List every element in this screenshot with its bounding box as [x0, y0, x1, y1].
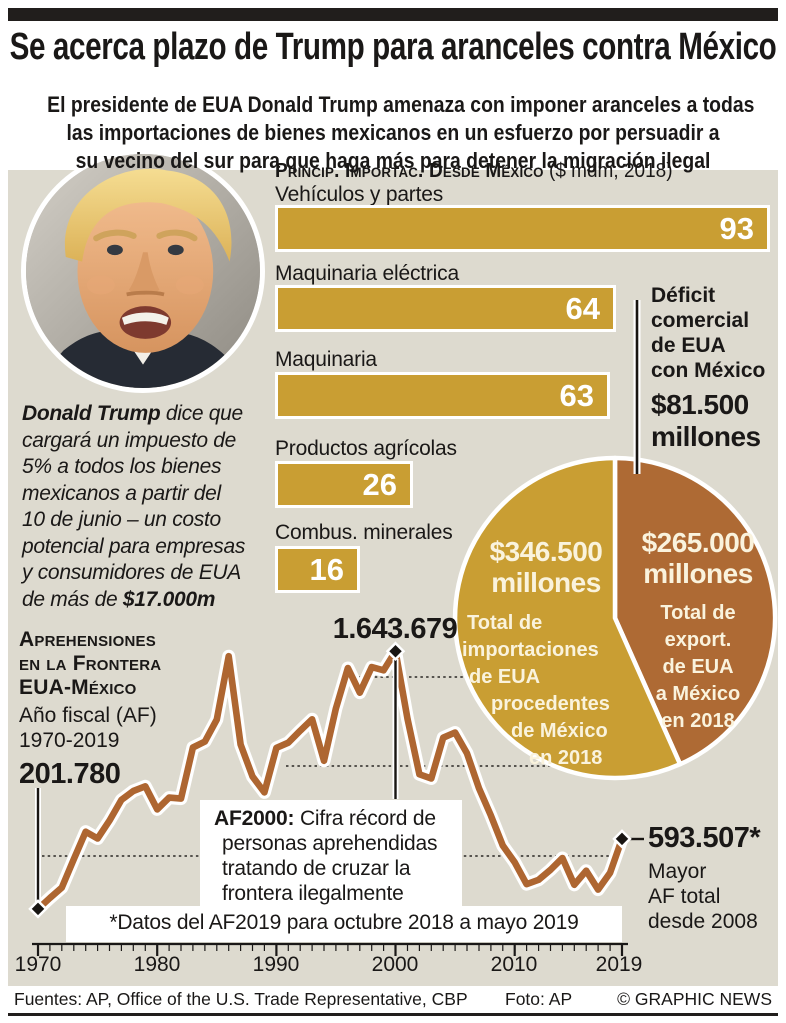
- annotation-line: AF2000: Cifra récord de: [214, 807, 436, 830]
- trump-note-line: y consumidores de EUA: [22, 561, 241, 584]
- trump-note-line: 10 de junio – un costo: [22, 508, 221, 531]
- pie-imports-value: $346.500 millones: [489, 536, 603, 598]
- pie-exports-desc: Total de export. de EUA a México en 2018: [655, 602, 741, 732]
- pie-exports-value: $265.000 millones: [641, 527, 755, 589]
- x-tick-label: 1980: [133, 953, 181, 976]
- bar-label: Combus. minerales: [275, 521, 453, 544]
- trump-note-line: potencial para empresas: [22, 534, 246, 558]
- subtitle-line: las importaciones de bienes mexicanos en…: [66, 120, 720, 145]
- line-chart-subtitle: Año fiscal (AF): [19, 704, 157, 727]
- end-value-callout: 593.507* Mayor AF total desde 2008: [648, 822, 761, 934]
- trump-note-bold: Donald Trump: [22, 402, 161, 425]
- x-tick-label: 2010: [490, 953, 538, 976]
- line-chart-title-line: EUA-México: [19, 676, 137, 699]
- end-sub-line: AF total: [648, 885, 721, 908]
- annotation-line: frontera ilegalmente: [222, 882, 404, 905]
- start-value-label: 201.780: [19, 758, 121, 790]
- bar: 93: [275, 205, 770, 252]
- end-sub-line: desde 2008: [648, 910, 758, 933]
- trump-note-bold: $17.000m: [122, 587, 216, 611]
- bar-chart-title-unit: ($ mdm, 2018): [543, 160, 673, 182]
- subtitle-line: su vecino del sur para que haga más para…: [75, 148, 711, 173]
- bar-label: Productos agrícolas: [275, 437, 457, 460]
- deficit-line: comercial: [651, 309, 750, 332]
- deficit-amount: millones: [651, 421, 761, 452]
- annotation-line: tratando de cruzar la: [222, 857, 411, 880]
- trump-note-line: Donald Trump dice que: [22, 402, 243, 425]
- bar-label: Vehículos y partes: [275, 183, 443, 206]
- end-value-label: 593.507*: [648, 822, 761, 854]
- bar-label: Maquinaria: [275, 348, 377, 371]
- bar-value: 93: [719, 210, 754, 246]
- line-chart-title-line: en la Frontera: [19, 652, 162, 675]
- trump-note-line: 5% a todos los bienes: [22, 455, 222, 478]
- bar-value: 63: [559, 377, 594, 413]
- line-chart-title: Aprehensiones en la Frontera EUA-México …: [19, 628, 161, 791]
- bar-chart-title: Princip. Importac. Desde México ($ mdm, …: [275, 160, 673, 183]
- bar-chart-title-main: Princip. Importac. Desde México: [275, 160, 544, 182]
- bar: 26: [275, 461, 413, 508]
- copyright: © GRAPHIC NEWS: [617, 989, 772, 1009]
- trump-note-line: mexicanos a partir del: [22, 481, 221, 505]
- peak-value-label: 1.643.679: [332, 613, 458, 645]
- af2000-annotation: AF2000: Cifra récord de personas aprehen…: [214, 806, 437, 906]
- bar-value: 26: [362, 466, 397, 502]
- bar: 63: [275, 372, 610, 419]
- x-tick-label: 1990: [252, 953, 300, 976]
- trump-portrait-art: [26, 154, 260, 388]
- line-chart-title-line: Aprehensiones: [19, 628, 156, 651]
- sources-credit: Fuentes: AP, Office of the U.S. Trade Re…: [14, 989, 468, 1009]
- trump-note-line: cargará un impuesto de: [22, 428, 237, 452]
- trump-photo: [21, 149, 265, 393]
- page-title: Se acerca plazo de Trump para aranceles …: [9, 26, 777, 68]
- x-tick-label: 1970: [14, 953, 62, 976]
- line-chart-subtitle: 1970-2019: [19, 729, 120, 752]
- photo-credit: Foto: AP: [505, 989, 573, 1009]
- bar: 64: [275, 285, 616, 332]
- deficit-line: Déficit: [651, 284, 716, 307]
- deficit-line: de EUA: [651, 334, 726, 357]
- annotation-line: personas aprehendidas: [222, 832, 438, 855]
- subtitle-line: El presidente de EUA Donald Trump amenaz…: [47, 92, 755, 117]
- deficit-callout: Déficit comercial de EUA con México $81.…: [651, 283, 765, 453]
- bottom-rule: [8, 1013, 778, 1016]
- deficit-amount: $81.500: [651, 389, 749, 420]
- footnote: *Datos del AF2019 para octubre 2018 a ma…: [109, 911, 579, 934]
- bar-value: 64: [565, 290, 600, 326]
- trump-note-line: de más de $17.000m: [22, 587, 216, 611]
- top-rule: [8, 8, 778, 21]
- x-tick-label: 2019: [595, 953, 643, 976]
- bar: 16: [275, 546, 360, 593]
- trump-note: Donald Trump dice que cargará un impuest…: [22, 401, 278, 613]
- x-tick-label: 2000: [371, 953, 419, 976]
- bar-label: Maquinaria eléctrica: [275, 262, 459, 285]
- deficit-line: con México: [651, 359, 766, 382]
- bar-value: 16: [309, 551, 344, 587]
- end-sub-line: Mayor: [648, 860, 707, 883]
